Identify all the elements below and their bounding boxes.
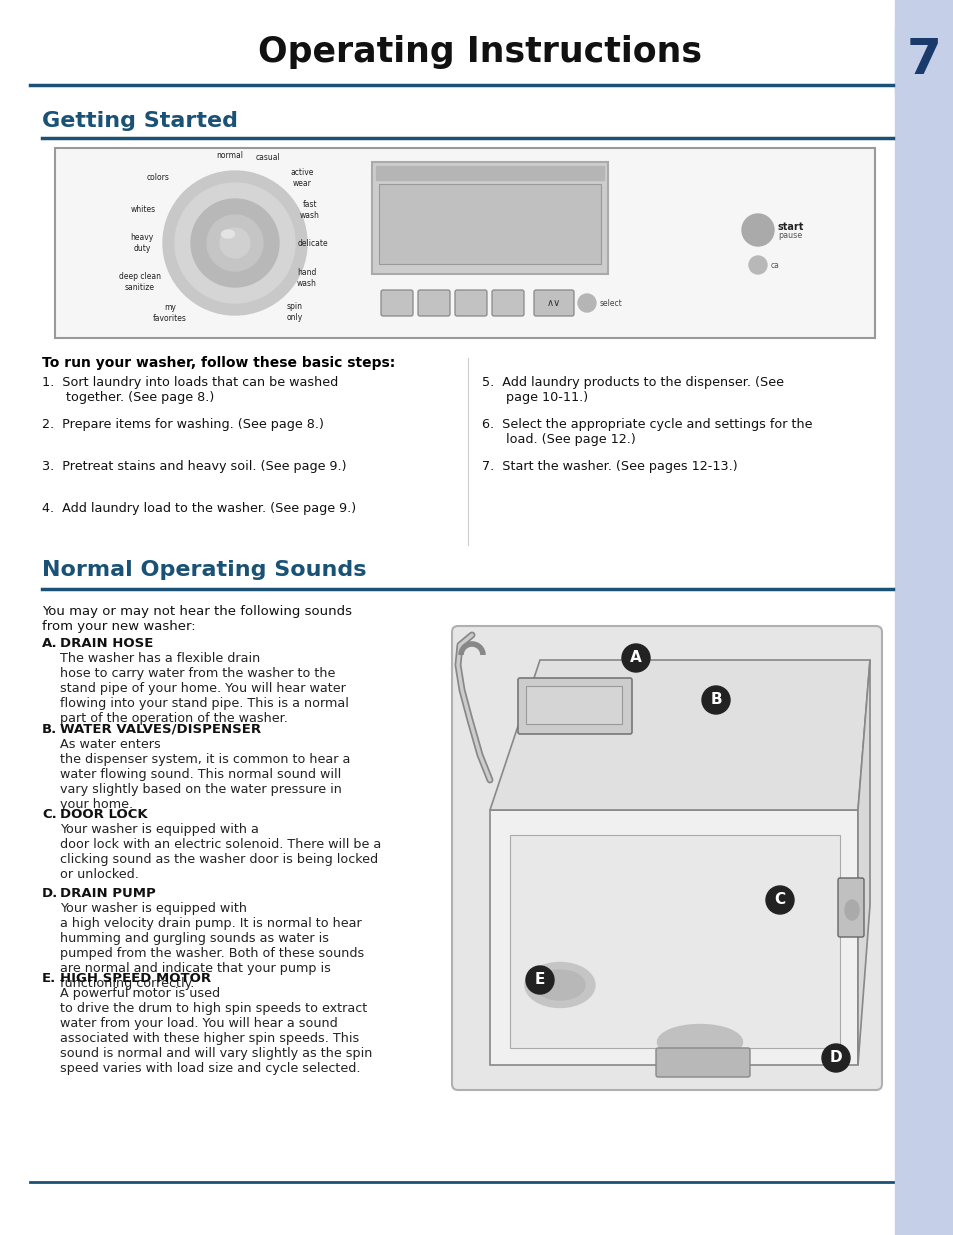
Polygon shape (490, 659, 869, 810)
Bar (894, 0, 953, 1235)
Text: hand
wash: hand wash (296, 268, 316, 288)
FancyBboxPatch shape (525, 685, 621, 724)
Bar (375, 165, 603, 180)
Text: start: start (778, 222, 803, 232)
Text: Getting Started: Getting Started (42, 111, 237, 131)
Bar (894, 28, 953, 93)
Text: whites: whites (131, 205, 155, 215)
FancyBboxPatch shape (837, 878, 863, 937)
FancyBboxPatch shape (378, 184, 600, 264)
Text: E.: E. (42, 972, 56, 986)
Ellipse shape (221, 230, 234, 238)
Ellipse shape (657, 1025, 741, 1060)
Circle shape (701, 685, 729, 714)
Text: C: C (774, 893, 784, 908)
Text: DOOR LOCK: DOOR LOCK (60, 808, 148, 821)
Text: 5.  Add laundry products to the dispenser. (See
      page 10-11.): 5. Add laundry products to the dispenser… (481, 375, 783, 404)
Circle shape (748, 256, 766, 274)
Text: 2.  Prepare items for washing. (See page 8.): 2. Prepare items for washing. (See page … (42, 417, 323, 431)
Ellipse shape (524, 962, 595, 1008)
Circle shape (163, 170, 307, 315)
Text: As water enters
the dispenser system, it is common to hear a
water flowing sound: As water enters the dispenser system, it… (60, 739, 350, 811)
Circle shape (578, 294, 596, 312)
Text: HIGH SPEED MOTOR: HIGH SPEED MOTOR (60, 972, 211, 986)
Text: Normal Operating Sounds: Normal Operating Sounds (42, 559, 366, 580)
Text: delicate: delicate (297, 238, 328, 247)
Text: select: select (599, 299, 622, 308)
Text: 7: 7 (905, 36, 941, 84)
FancyBboxPatch shape (534, 290, 574, 316)
Text: WATER VALVES/DISPENSER: WATER VALVES/DISPENSER (60, 722, 261, 736)
Text: 6.  Select the appropriate cycle and settings for the
      load. (See page 12.): 6. Select the appropriate cycle and sett… (481, 417, 812, 446)
Text: heavy
duty: heavy duty (131, 233, 153, 253)
FancyBboxPatch shape (517, 678, 631, 734)
Text: fast
wash: fast wash (300, 200, 319, 220)
Ellipse shape (535, 969, 584, 1000)
Text: ca: ca (770, 261, 779, 269)
Text: B.: B. (42, 722, 57, 736)
Circle shape (741, 214, 773, 246)
Text: D.: D. (42, 887, 58, 900)
Circle shape (174, 183, 294, 303)
Text: Operating Instructions: Operating Instructions (257, 35, 701, 69)
Text: pause: pause (778, 231, 801, 241)
Text: ∧∨: ∧∨ (546, 298, 560, 308)
Text: normal: normal (216, 151, 243, 159)
FancyBboxPatch shape (455, 290, 486, 316)
Text: To run your washer, follow these basic steps:: To run your washer, follow these basic s… (42, 356, 395, 370)
Circle shape (207, 215, 263, 270)
FancyBboxPatch shape (492, 290, 523, 316)
Polygon shape (490, 810, 857, 1065)
Text: deep clean
sanitize: deep clean sanitize (119, 272, 161, 291)
Text: Your washer is equipped with a
door lock with an electric solenoid. There will b: Your washer is equipped with a door lock… (60, 823, 381, 881)
FancyBboxPatch shape (452, 626, 882, 1091)
Text: C.: C. (42, 808, 56, 821)
Circle shape (191, 199, 278, 287)
Circle shape (821, 1044, 849, 1072)
FancyBboxPatch shape (380, 290, 413, 316)
Circle shape (220, 228, 250, 258)
Text: active
wear: active wear (290, 168, 314, 188)
Text: casual: casual (255, 153, 280, 163)
Ellipse shape (844, 900, 858, 920)
Text: A powerful motor is used
to drive the drum to high spin speeds to extract
water : A powerful motor is used to drive the dr… (60, 987, 372, 1074)
Text: DRAIN HOSE: DRAIN HOSE (60, 637, 153, 650)
Text: You may or may not hear the following sounds
from your new washer:: You may or may not hear the following so… (42, 605, 352, 634)
Text: colors: colors (147, 173, 170, 183)
Text: DRAIN PUMP: DRAIN PUMP (60, 887, 155, 900)
Polygon shape (510, 835, 840, 1049)
Text: E: E (535, 972, 544, 988)
Circle shape (621, 643, 649, 672)
Text: my
favorites: my favorites (152, 304, 187, 322)
Text: B: B (709, 693, 721, 708)
Text: Your washer is equipped with
a high velocity drain pump. It is normal to hear
hu: Your washer is equipped with a high velo… (60, 902, 364, 990)
FancyBboxPatch shape (55, 148, 874, 338)
FancyBboxPatch shape (417, 290, 450, 316)
Text: 7.  Start the washer. (See pages 12-13.): 7. Start the washer. (See pages 12-13.) (481, 459, 737, 473)
FancyBboxPatch shape (656, 1049, 749, 1077)
Circle shape (765, 885, 793, 914)
Circle shape (525, 966, 554, 994)
Text: 1.  Sort laundry into loads that can be washed
      together. (See page 8.): 1. Sort laundry into loads that can be w… (42, 375, 338, 404)
Text: A.: A. (42, 637, 57, 650)
Text: A: A (630, 651, 641, 666)
Text: spin
only: spin only (287, 303, 303, 321)
FancyBboxPatch shape (372, 162, 607, 274)
Polygon shape (857, 659, 869, 1065)
Text: D: D (829, 1051, 841, 1066)
Text: 3.  Pretreat stains and heavy soil. (See page 9.): 3. Pretreat stains and heavy soil. (See … (42, 459, 346, 473)
Text: The washer has a flexible drain
hose to carry water from the washer to the
stand: The washer has a flexible drain hose to … (60, 652, 349, 725)
Text: 4.  Add laundry load to the washer. (See page 9.): 4. Add laundry load to the washer. (See … (42, 501, 355, 515)
